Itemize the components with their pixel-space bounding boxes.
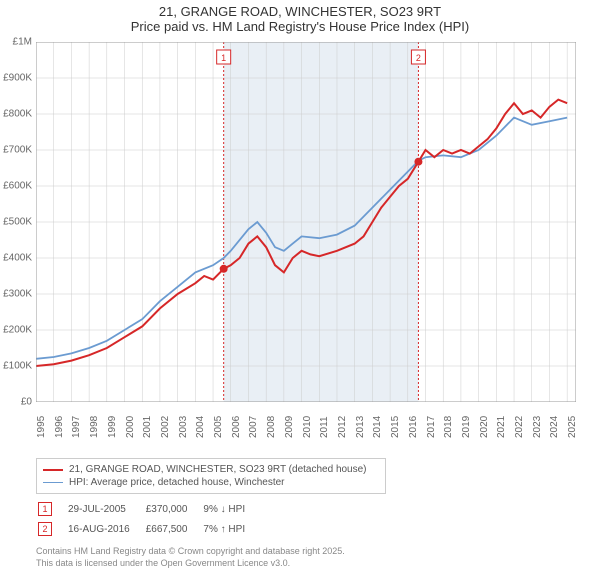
x-tick-label: 2015 [390, 416, 401, 438]
x-tick-label: 2020 [479, 416, 490, 438]
chart-title-main: 21, GRANGE ROAD, WINCHESTER, SO23 9RT [0, 4, 600, 19]
legend-row-2: HPI: Average price, detached house, Winc… [43, 476, 379, 489]
y-tick-label: £600K [3, 181, 32, 192]
x-tick-label: 2011 [319, 416, 330, 438]
footer-line-2: This data is licensed under the Open Gov… [36, 558, 592, 569]
x-tick-label: 2000 [125, 416, 136, 438]
y-tick-label: £300K [3, 289, 32, 300]
x-tick-label: 2017 [426, 416, 437, 438]
x-tick-label: 2024 [549, 416, 560, 438]
x-tick-label: 1996 [54, 416, 65, 438]
y-tick-label: £800K [3, 109, 32, 120]
x-tick-label: 2019 [461, 416, 472, 438]
x-axis-labels: 1995199619971998199920002001200220032004… [36, 422, 596, 450]
line-chart-svg: 12 [36, 42, 576, 402]
legend-label-1: 21, GRANGE ROAD, WINCHESTER, SO23 9RT (d… [69, 464, 367, 475]
marker-number-box: 2 [38, 522, 52, 536]
x-tick-label: 2014 [372, 416, 383, 438]
marker-row: 2 16-AUG-2016 £667,500 7% ↑ HPI [38, 520, 259, 538]
y-tick-label: £200K [3, 325, 32, 336]
marker-diff: 9% ↓ HPI [203, 500, 259, 518]
footer-credits: Contains HM Land Registry data © Crown c… [36, 546, 592, 569]
legend-box: 21, GRANGE ROAD, WINCHESTER, SO23 9RT (d… [36, 458, 386, 494]
x-tick-label: 2006 [231, 416, 242, 438]
x-tick-label: 2010 [302, 416, 313, 438]
legend-row-1: 21, GRANGE ROAD, WINCHESTER, SO23 9RT (d… [43, 463, 379, 476]
marker-price: £370,000 [146, 500, 202, 518]
x-tick-label: 1999 [107, 416, 118, 438]
y-tick-label: £1M [13, 37, 32, 48]
y-tick-label: £400K [3, 253, 32, 264]
marker-date: 16-AUG-2016 [68, 520, 144, 538]
x-tick-label: 2005 [213, 416, 224, 438]
marker-price: £667,500 [146, 520, 202, 538]
x-tick-label: 1995 [36, 416, 47, 438]
x-tick-label: 1997 [71, 416, 82, 438]
y-tick-label: £700K [3, 145, 32, 156]
legend-swatch-2 [43, 482, 63, 484]
y-axis-labels: £0 £100K £200K £300K £400K £500K £600K £700K £80… [0, 42, 34, 422]
x-tick-label: 2022 [514, 416, 525, 438]
x-tick-label: 2002 [160, 416, 171, 438]
y-tick-label: £500K [3, 217, 32, 228]
markers-table: 1 29-JUL-2005 £370,000 9% ↓ HPI 2 16-AUG-… [36, 498, 261, 540]
chart-title-sub: Price paid vs. HM Land Registry's House … [0, 19, 600, 34]
marker-diff: 7% ↑ HPI [203, 520, 259, 538]
x-tick-label: 2009 [284, 416, 295, 438]
svg-text:1: 1 [221, 53, 226, 63]
y-tick-label: £100K [3, 361, 32, 372]
marker-date: 29-JUL-2005 [68, 500, 144, 518]
x-tick-label: 2025 [567, 416, 578, 438]
legend-swatch-1 [43, 469, 63, 471]
x-tick-label: 2001 [142, 416, 153, 438]
marker-row: 1 29-JUL-2005 £370,000 9% ↓ HPI [38, 500, 259, 518]
x-tick-label: 2016 [408, 416, 419, 438]
legend-label-2: HPI: Average price, detached house, Winc… [69, 477, 285, 488]
marker-number-box: 1 [38, 502, 52, 516]
x-tick-label: 2007 [248, 416, 259, 438]
svg-text:2: 2 [416, 53, 421, 63]
x-tick-label: 2004 [195, 416, 206, 438]
x-tick-label: 2021 [496, 416, 507, 438]
x-tick-label: 2012 [337, 416, 348, 438]
y-tick-label: £0 [21, 397, 32, 408]
x-tick-label: 2003 [178, 416, 189, 438]
footer-line-1: Contains HM Land Registry data © Crown c… [36, 546, 592, 558]
chart-area: £0£100K£200K£300K£400K£500K£600K£700K£80… [36, 42, 596, 422]
x-tick-label: 1998 [89, 416, 100, 438]
x-tick-label: 2008 [266, 416, 277, 438]
x-tick-label: 2018 [443, 416, 454, 438]
y-tick-label: £900K [3, 73, 32, 84]
x-tick-label: 2013 [355, 416, 366, 438]
chart-title-block: 21, GRANGE ROAD, WINCHESTER, SO23 9RT Pr… [0, 0, 600, 36]
x-tick-label: 2023 [532, 416, 543, 438]
